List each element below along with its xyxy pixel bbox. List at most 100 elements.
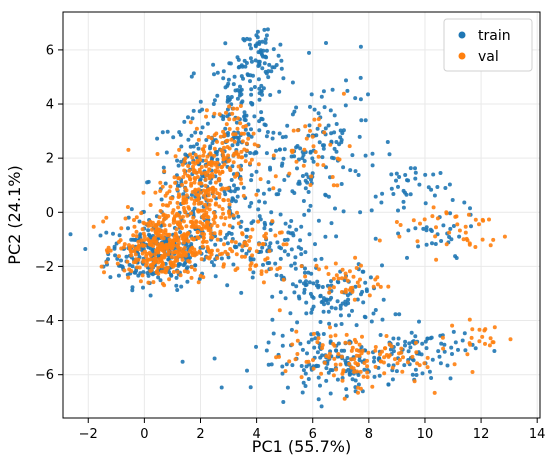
point-val xyxy=(231,213,236,218)
point-train xyxy=(273,261,278,266)
point-val xyxy=(135,265,140,270)
point-train xyxy=(260,66,265,71)
point-train xyxy=(417,319,421,324)
point-val xyxy=(221,153,226,158)
point-val xyxy=(315,340,320,345)
point-train xyxy=(197,277,202,281)
point-train xyxy=(98,233,103,238)
point-train xyxy=(244,61,249,65)
point-val xyxy=(167,277,172,282)
point-val xyxy=(333,362,338,367)
point-train xyxy=(393,312,398,317)
point-val xyxy=(392,357,397,362)
point-val xyxy=(240,139,245,144)
point-train xyxy=(406,349,411,354)
point-val xyxy=(319,371,324,376)
point-val xyxy=(129,253,134,258)
point-val xyxy=(467,317,472,322)
point-train xyxy=(171,135,176,140)
point-val xyxy=(119,246,124,251)
point-train xyxy=(283,134,288,139)
point-val xyxy=(331,276,336,281)
point-train xyxy=(326,123,331,128)
point-val xyxy=(274,355,279,360)
point-val xyxy=(308,128,312,133)
point-train xyxy=(353,169,358,174)
point-train xyxy=(301,368,306,373)
point-val xyxy=(347,144,352,149)
point-val xyxy=(198,190,203,195)
point-val xyxy=(187,206,192,211)
point-train xyxy=(401,199,406,204)
point-val xyxy=(241,193,246,198)
point-val xyxy=(215,248,220,253)
x-tick-label: 14 xyxy=(529,427,546,442)
point-train xyxy=(323,126,328,131)
point-val xyxy=(182,159,187,164)
point-train xyxy=(408,192,413,197)
point-val xyxy=(134,229,139,234)
point-val xyxy=(224,139,229,144)
point-train xyxy=(150,272,155,277)
point-train xyxy=(292,261,297,266)
point-train xyxy=(413,367,418,372)
x-tick-label: 0 xyxy=(140,427,148,442)
point-train xyxy=(316,218,321,223)
point-val xyxy=(185,173,190,178)
point-val xyxy=(254,192,259,197)
point-val xyxy=(222,242,226,247)
point-train xyxy=(300,347,305,352)
point-val xyxy=(411,218,416,223)
point-val xyxy=(487,343,492,348)
point-train xyxy=(306,190,311,194)
point-val xyxy=(313,150,318,154)
point-train xyxy=(307,232,312,237)
point-val xyxy=(148,268,153,273)
point-train xyxy=(213,274,218,279)
point-train xyxy=(324,41,328,45)
point-val xyxy=(206,248,211,253)
x-tick-label: 4 xyxy=(252,427,260,442)
point-train xyxy=(225,114,230,119)
point-train xyxy=(295,144,300,148)
point-val xyxy=(397,358,402,362)
point-train xyxy=(333,323,338,328)
point-val xyxy=(273,174,278,179)
point-train xyxy=(300,156,305,161)
point-val xyxy=(261,280,266,285)
point-val xyxy=(334,273,339,278)
point-train xyxy=(280,364,285,369)
point-train xyxy=(295,320,300,325)
point-val xyxy=(452,362,457,367)
point-train xyxy=(348,168,353,173)
point-train xyxy=(373,194,378,199)
point-train xyxy=(246,73,251,78)
point-train xyxy=(271,47,276,52)
point-val xyxy=(354,266,359,270)
point-train xyxy=(310,156,315,161)
point-train xyxy=(424,346,429,351)
point-val xyxy=(180,182,185,187)
point-train xyxy=(329,279,333,284)
point-val xyxy=(279,230,284,235)
point-train xyxy=(321,89,326,94)
point-train xyxy=(276,192,281,197)
point-val xyxy=(225,145,230,149)
point-train xyxy=(260,39,265,44)
point-train xyxy=(263,37,268,42)
point-val xyxy=(232,139,237,144)
point-val xyxy=(181,205,186,210)
point-train xyxy=(262,220,267,225)
point-val xyxy=(335,183,340,188)
point-train xyxy=(332,130,337,135)
point-train xyxy=(117,233,122,238)
point-train xyxy=(249,201,254,205)
point-val xyxy=(249,157,254,162)
point-train xyxy=(285,123,290,128)
point-val xyxy=(157,215,162,220)
point-val xyxy=(444,211,449,216)
point-train xyxy=(243,153,248,158)
point-val xyxy=(455,222,460,227)
point-train xyxy=(251,257,256,262)
